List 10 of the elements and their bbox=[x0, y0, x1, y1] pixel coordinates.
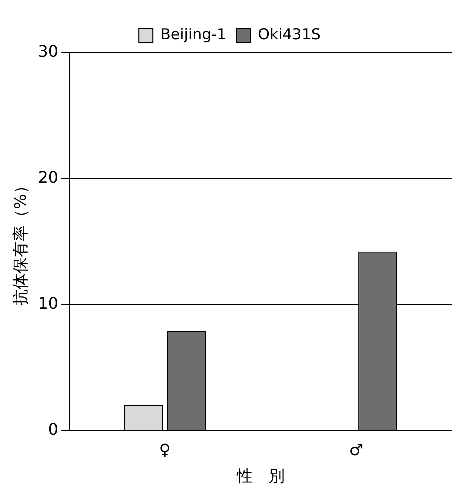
y-tick-label: 10 bbox=[38, 294, 59, 313]
x-axis-title: 性 別 bbox=[236, 466, 285, 486]
y-axis-title: 抗体保有率（%） bbox=[10, 178, 30, 306]
legend-label: Oki431S bbox=[258, 25, 321, 44]
legend-label: Beijing-1 bbox=[160, 25, 227, 44]
x-tick-label: ♂ bbox=[349, 440, 364, 460]
x-tick-label: ♀ bbox=[159, 440, 172, 460]
y-tick-label: 0 bbox=[48, 420, 59, 439]
y-tick-label: 20 bbox=[38, 168, 59, 188]
y-tick-label: 30 bbox=[38, 42, 59, 62]
